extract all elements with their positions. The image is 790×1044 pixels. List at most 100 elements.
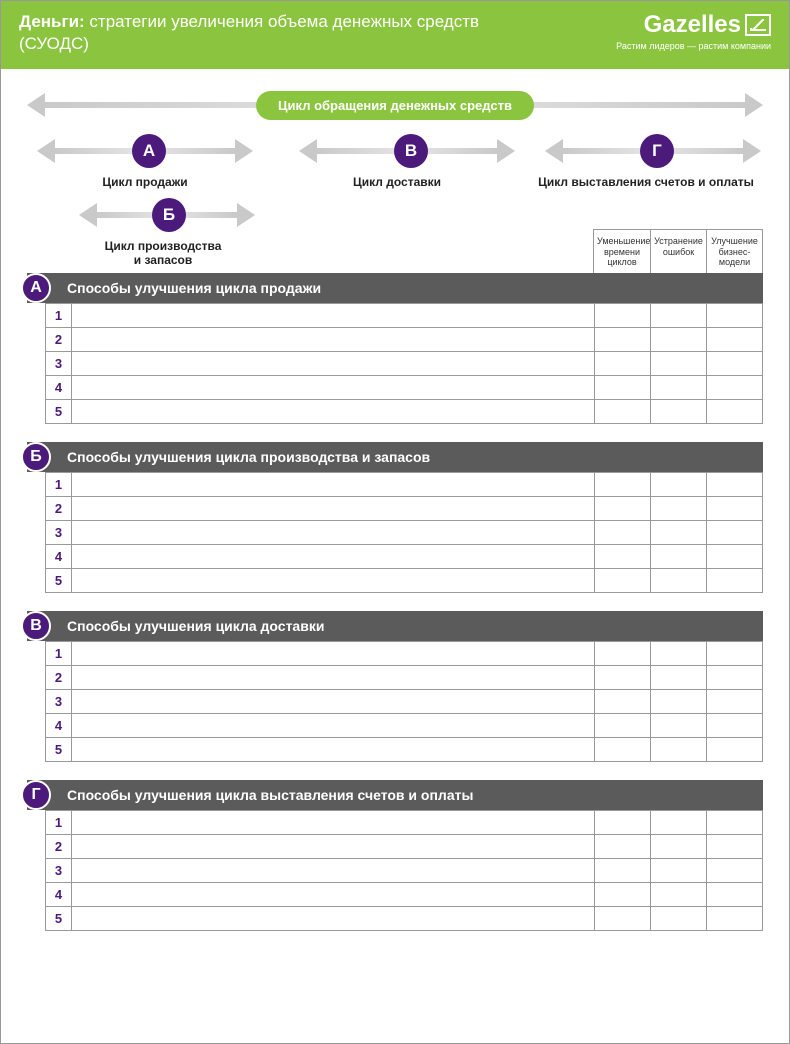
- badge-g: Г: [640, 134, 674, 168]
- row-check-cell[interactable]: [650, 811, 706, 834]
- row-check-cell[interactable]: [706, 545, 762, 568]
- row-main-cell[interactable]: [72, 883, 594, 906]
- row-number: 4: [46, 714, 72, 737]
- row-main-cell[interactable]: [72, 545, 594, 568]
- row-check-cell[interactable]: [706, 497, 762, 520]
- row-check-cell[interactable]: [650, 376, 706, 399]
- row-main-cell[interactable]: [72, 521, 594, 544]
- row-check-cell[interactable]: [594, 666, 650, 689]
- row-check-cell[interactable]: [594, 545, 650, 568]
- row-check-cell[interactable]: [706, 352, 762, 375]
- row-check-cell[interactable]: [706, 738, 762, 761]
- row-check-cell[interactable]: [650, 835, 706, 858]
- row-check-cell[interactable]: [594, 738, 650, 761]
- row-check-cell[interactable]: [650, 304, 706, 327]
- row-check-cell[interactable]: [706, 811, 762, 834]
- row-check-cell[interactable]: [594, 883, 650, 906]
- row-main-cell[interactable]: [72, 907, 594, 930]
- row-check-cell[interactable]: [594, 714, 650, 737]
- row-check-cell[interactable]: [594, 473, 650, 496]
- row-check-cell[interactable]: [650, 859, 706, 882]
- row-check-cell[interactable]: [650, 738, 706, 761]
- row-main-cell[interactable]: [72, 497, 594, 520]
- row-check-cell[interactable]: [706, 304, 762, 327]
- row-check-cell[interactable]: [594, 859, 650, 882]
- row-check-cell[interactable]: [594, 497, 650, 520]
- row-number: 3: [46, 352, 72, 375]
- row-check-cell[interactable]: [706, 400, 762, 423]
- row-check-cell[interactable]: [706, 569, 762, 592]
- row-check-cell[interactable]: [594, 521, 650, 544]
- row-number: 5: [46, 738, 72, 761]
- row-check-cell[interactable]: [706, 907, 762, 930]
- row-main-cell[interactable]: [72, 859, 594, 882]
- table-row: 3: [46, 520, 762, 544]
- row-check-cell[interactable]: [706, 666, 762, 689]
- row-main-cell[interactable]: [72, 811, 594, 834]
- row-main-cell[interactable]: [72, 328, 594, 351]
- row-check-cell[interactable]: [594, 811, 650, 834]
- row-check-cell[interactable]: [594, 352, 650, 375]
- row-main-cell[interactable]: [72, 738, 594, 761]
- row-check-cell[interactable]: [650, 569, 706, 592]
- row-check-cell[interactable]: [650, 883, 706, 906]
- row-main-cell[interactable]: [72, 352, 594, 375]
- row-check-cell[interactable]: [594, 569, 650, 592]
- table-row: 2: [46, 834, 762, 858]
- section-title: Способы улучшения цикла продажи: [67, 280, 321, 296]
- logo-chart-icon: [745, 14, 771, 36]
- row-number: 2: [46, 666, 72, 689]
- row-check-cell[interactable]: [594, 376, 650, 399]
- row-check-cell[interactable]: [706, 714, 762, 737]
- row-main-cell[interactable]: [72, 473, 594, 496]
- row-check-cell[interactable]: [650, 521, 706, 544]
- badge-b: Б: [152, 198, 186, 232]
- row-check-cell[interactable]: [650, 690, 706, 713]
- row-check-cell[interactable]: [594, 835, 650, 858]
- row-number: 5: [46, 569, 72, 592]
- row-check-cell[interactable]: [650, 666, 706, 689]
- row-check-cell[interactable]: [706, 859, 762, 882]
- row-main-cell[interactable]: [72, 666, 594, 689]
- section-badge: Б: [21, 442, 51, 472]
- label-b: Цикл производства и запасов: [45, 239, 281, 267]
- row-check-cell[interactable]: [650, 400, 706, 423]
- row-check-cell[interactable]: [594, 642, 650, 665]
- row-main-cell[interactable]: [72, 642, 594, 665]
- row-check-cell[interactable]: [650, 642, 706, 665]
- diagram-row-cycles: А В Г: [27, 133, 763, 169]
- row-check-cell[interactable]: [706, 473, 762, 496]
- row-check-cell[interactable]: [706, 642, 762, 665]
- row-main-cell[interactable]: [72, 400, 594, 423]
- row-check-cell[interactable]: [650, 714, 706, 737]
- row-check-cell[interactable]: [706, 376, 762, 399]
- row-main-cell[interactable]: [72, 569, 594, 592]
- sections-container: АСпособы улучшения цикла продажи12345БСп…: [1, 273, 789, 1043]
- row-check-cell[interactable]: [650, 473, 706, 496]
- row-check-cell[interactable]: [650, 545, 706, 568]
- row-check-cell[interactable]: [650, 328, 706, 351]
- badge-v: В: [394, 134, 428, 168]
- row-check-cell[interactable]: [706, 690, 762, 713]
- row-check-cell[interactable]: [594, 328, 650, 351]
- section-Г: ГСпособы улучшения цикла выставления сче…: [27, 780, 763, 931]
- row-check-cell[interactable]: [706, 328, 762, 351]
- row-check-cell[interactable]: [650, 497, 706, 520]
- row-main-cell[interactable]: [72, 714, 594, 737]
- row-check-cell[interactable]: [650, 907, 706, 930]
- section-header: ГСпособы улучшения цикла выставления сче…: [27, 780, 763, 810]
- logo-name-row: Gazelles: [616, 11, 771, 39]
- row-check-cell[interactable]: [594, 690, 650, 713]
- row-check-cell[interactable]: [594, 304, 650, 327]
- row-main-cell[interactable]: [72, 690, 594, 713]
- row-check-cell[interactable]: [706, 521, 762, 544]
- row-check-cell[interactable]: [594, 400, 650, 423]
- row-main-cell[interactable]: [72, 304, 594, 327]
- row-check-cell[interactable]: [706, 835, 762, 858]
- row-check-cell[interactable]: [650, 352, 706, 375]
- row-check-cell[interactable]: [594, 907, 650, 930]
- table-row: 1: [46, 472, 762, 496]
- row-main-cell[interactable]: [72, 376, 594, 399]
- row-check-cell[interactable]: [706, 883, 762, 906]
- row-main-cell[interactable]: [72, 835, 594, 858]
